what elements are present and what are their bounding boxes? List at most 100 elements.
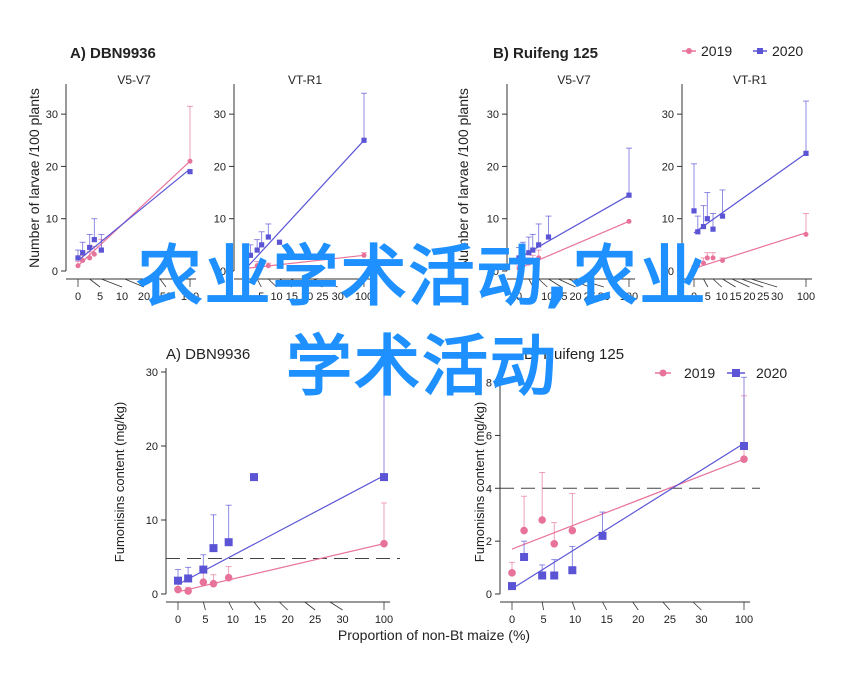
x-tick-label: 0 (243, 291, 249, 303)
x-tick (741, 278, 764, 288)
bottom-x-axis-label: Proportion of non-Bt maize (%) (338, 627, 530, 643)
x-tick (290, 278, 308, 288)
x-tick (253, 601, 261, 611)
legend-2019-label: 2019 (701, 43, 732, 59)
fit-line (511, 458, 745, 550)
top-legend: 2019 2020 (682, 43, 803, 59)
chart-panel-1: 0 10 20 30 0 5 10 20 50 100 V5-V7 (46, 73, 199, 303)
data-point (520, 263, 526, 269)
data-point (361, 252, 367, 258)
y-tick-label: 0 (486, 589, 492, 601)
data-point (199, 578, 208, 586)
x-tick-label: 10 (116, 291, 128, 303)
data-point (545, 234, 552, 240)
x-tick (577, 278, 604, 288)
top-y-axis-label-a: Number of larvae /100 plants (26, 88, 42, 268)
y-tick-label: 8 (486, 378, 492, 390)
legend-2019-marker (686, 48, 692, 54)
data-point (508, 582, 516, 591)
data-point (520, 526, 528, 535)
x-tick (712, 278, 722, 288)
y-tick-label: 4 (486, 483, 492, 495)
x-tick (538, 278, 548, 288)
data-point (380, 473, 388, 482)
x-tick-label: 5 (97, 291, 103, 303)
x-tick (228, 601, 234, 611)
data-point (568, 566, 577, 575)
data-point (695, 229, 701, 235)
data-point (530, 247, 536, 253)
series-2019 (691, 213, 809, 271)
x-tick (279, 278, 293, 288)
x-tick-label: 0 (691, 291, 697, 303)
data-point (380, 539, 388, 548)
y-tick-label: 30 (214, 109, 226, 121)
data-point (536, 255, 542, 261)
data-point (247, 252, 254, 258)
y-tick-label: 30 (146, 367, 158, 379)
legend-2020-marker (757, 48, 763, 54)
y-tick-label: 10 (46, 214, 58, 226)
data-point (520, 252, 526, 258)
panel-title: VT-R1 (288, 73, 322, 87)
x-tick-label: 15 (601, 614, 613, 626)
data-point (184, 587, 192, 595)
data-point (187, 158, 193, 164)
data-point (75, 263, 81, 269)
x-tick-label: 25 (757, 291, 769, 303)
x-tick (256, 278, 262, 288)
data-point (691, 208, 697, 214)
x-tick-label: 20 (569, 291, 581, 303)
data-point (538, 571, 547, 580)
series-2019 (243, 252, 367, 271)
x-tick-label: 20 (743, 291, 755, 303)
top-panel-a-title: A) DBN9936 (70, 45, 156, 62)
top-y-axis-label-b: Number of larvae /100 plants (455, 88, 471, 268)
data-point (740, 442, 748, 450)
legend-2020-label: 2020 (756, 365, 787, 381)
y-tick-label: 6 (486, 430, 492, 442)
chart-panel-6: 0 2 4 6 8 0 5 10 15 20 25 30 100 (486, 368, 760, 626)
legend-2019-label: 2019 (684, 365, 715, 381)
data-point (700, 223, 707, 230)
series-2019 (508, 395, 748, 577)
bottom-panel-b-title: B) Ruifeng 125 (524, 346, 624, 363)
bottom-panel-a-title: A) DBN9936 (166, 346, 250, 363)
x-tick (159, 278, 167, 288)
x-tick-label: 25 (584, 291, 596, 303)
data-point (550, 571, 559, 580)
data-point (265, 263, 271, 269)
x-tick-label: 15 (729, 291, 741, 303)
x-tick-label: 5 (258, 291, 264, 303)
data-point (626, 192, 632, 198)
data-point (508, 569, 516, 577)
bottom-y-axis-label-a: Fumonisins content (mg/kg) (112, 402, 127, 562)
y-tick-label: 2 (486, 536, 492, 548)
fit-line (511, 442, 745, 590)
x-tick-label: 100 (735, 614, 753, 626)
x-tick (662, 601, 671, 611)
data-point (803, 231, 809, 237)
x-tick (703, 278, 709, 288)
x-tick (548, 278, 562, 288)
y-tick-label: 20 (487, 161, 499, 173)
y-tick-label: 0 (493, 266, 499, 278)
x-tick-label: 0 (516, 291, 522, 303)
y-tick-label: 20 (662, 161, 674, 173)
data-point (695, 263, 701, 269)
x-tick-label: 0 (175, 614, 181, 626)
y-tick-label: 0 (220, 266, 226, 278)
y-tick-label: 0 (52, 266, 58, 278)
y-tick-label: 30 (487, 109, 499, 121)
data-point (87, 244, 93, 251)
data-point (259, 242, 265, 248)
fit-line (693, 152, 807, 234)
data-point (526, 260, 532, 266)
top-panel-b-title: B) Ruifeng 125 (493, 45, 598, 62)
x-tick (731, 278, 750, 288)
x-tick-label: 30 (695, 614, 707, 626)
y-tick-label: 10 (487, 214, 499, 226)
